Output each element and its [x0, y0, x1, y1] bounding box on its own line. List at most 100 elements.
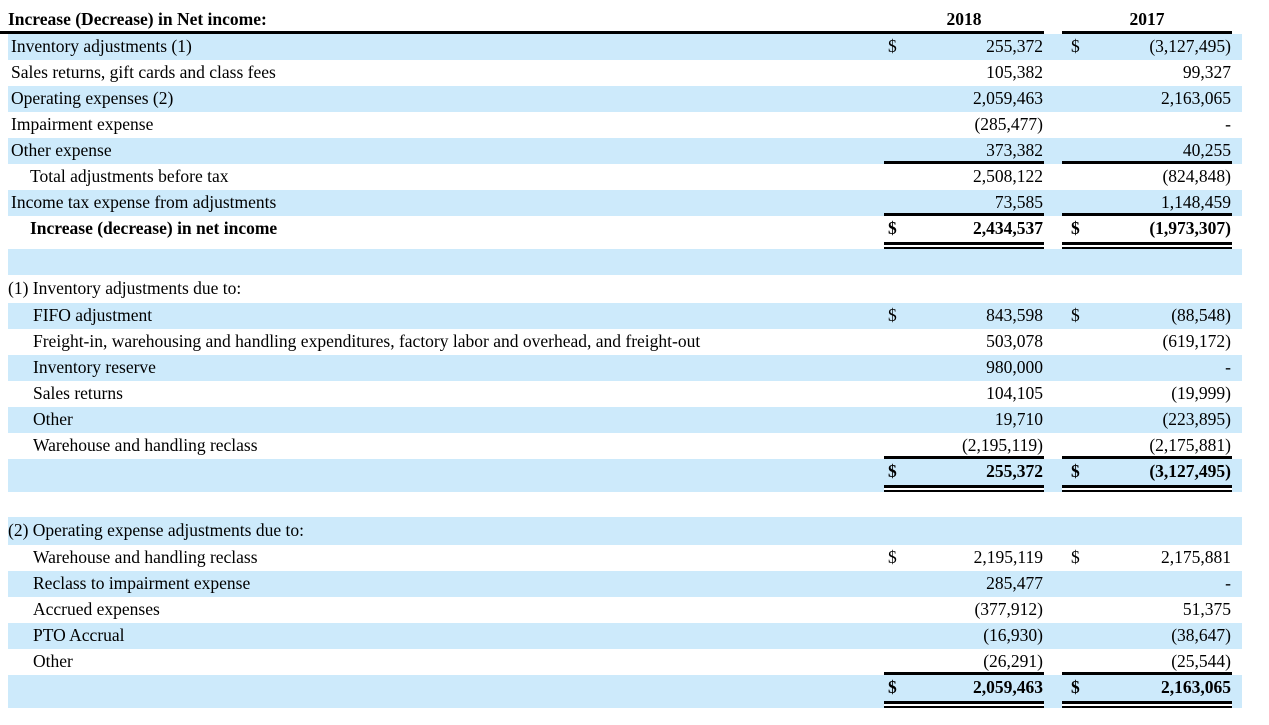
row-label: Income tax expense from adjustments — [8, 190, 884, 216]
dollar-sign-2017 — [1062, 249, 1090, 275]
column-gap — [1044, 492, 1062, 517]
value-2017: 51,375 — [1182, 599, 1231, 620]
column-gap — [1044, 407, 1062, 433]
row-pad — [1232, 492, 1242, 517]
dollar-sign-2018 — [884, 597, 912, 623]
row-edge — [0, 597, 8, 623]
dollar-sign-2017 — [1062, 597, 1090, 623]
value-2018: 285,477 — [912, 571, 1044, 597]
row-edge — [0, 649, 8, 675]
dollar-sign-2017: $ — [1062, 675, 1090, 708]
row-edge — [0, 517, 8, 545]
row-pad — [1232, 571, 1242, 597]
row-label: Total adjustments before tax — [30, 166, 229, 187]
row-pad — [1232, 138, 1242, 164]
row-edge — [0, 459, 8, 492]
row-margin — [1242, 407, 1269, 433]
column-gap — [1044, 597, 1062, 623]
row-margin — [1242, 597, 1269, 623]
value-2018: 2,508,122 — [973, 166, 1043, 187]
column-gap — [1044, 545, 1062, 571]
row-pad — [1232, 216, 1242, 249]
dollar-sign-2018 — [884, 86, 912, 112]
value-2017: (223,895) — [1090, 407, 1232, 433]
value-2018: (285,477) — [974, 114, 1043, 135]
row-pad — [1232, 649, 1242, 675]
value-2017: (2,175,881) — [1090, 433, 1232, 459]
row-pad — [1232, 303, 1242, 329]
column-header-2018: 2018 — [884, 0, 1044, 34]
value-2018: 2,195,119 — [973, 547, 1043, 568]
row-edge — [0, 275, 8, 303]
table-row: Impairment expense (285,477) - — [0, 112, 1269, 138]
value-2017 — [1090, 275, 1232, 303]
value-2017: - — [1090, 571, 1232, 597]
value-2017 — [1090, 517, 1232, 545]
value-2018 — [912, 249, 1044, 275]
row-margin — [1242, 649, 1269, 675]
dollar-sign-2017: $ — [1062, 459, 1090, 492]
dollar-sign-2017 — [1062, 623, 1090, 649]
row-label — [8, 675, 884, 708]
value-2018: 104,105 — [986, 383, 1043, 404]
column-gap — [1044, 60, 1062, 86]
row-margin — [1242, 545, 1269, 571]
dollar-sign-2017 — [1062, 138, 1090, 164]
row-edge — [0, 675, 8, 708]
header-row: Increase (Decrease) in Net income: 2018 … — [0, 0, 1269, 34]
table-row: Other 19,710 (223,895) — [0, 407, 1269, 433]
row-margin — [1242, 433, 1269, 459]
row-edge — [0, 164, 8, 190]
row-edge — [0, 216, 8, 249]
row-label — [8, 492, 884, 517]
value-2018: (26,291) — [912, 649, 1044, 675]
dollar-sign-2018: $ — [884, 34, 912, 60]
column-gap — [1044, 675, 1062, 708]
value-2017: 1,148,459 — [1090, 190, 1232, 216]
dollar-sign-2018 — [884, 433, 912, 459]
row-pad — [1232, 545, 1242, 571]
row-margin — [1242, 34, 1269, 60]
row-label: Operating expenses (2) — [8, 86, 884, 112]
row-margin — [1242, 275, 1269, 303]
value-2018: 843,598 — [912, 303, 1044, 329]
row-edge — [0, 303, 8, 329]
dollar-sign-2018 — [884, 381, 912, 407]
table-row: Accrued expenses (377,912) 51,375 — [0, 597, 1269, 623]
value-2018: 2,059,463 — [912, 675, 1044, 708]
row-pad — [1232, 407, 1242, 433]
dollar-sign-2017 — [1062, 275, 1090, 303]
column-gap — [1044, 138, 1062, 164]
row-margin — [1242, 190, 1269, 216]
row-label: Freight-in, warehousing and handling exp… — [33, 331, 701, 352]
row-label: Other — [8, 407, 884, 433]
row-pad — [1232, 381, 1242, 407]
row-edge — [0, 34, 8, 60]
row-edge — [0, 381, 8, 407]
spacer-row — [0, 249, 1269, 275]
row-edge — [0, 112, 8, 138]
value-2018: 373,382 — [912, 138, 1044, 164]
column-gap — [1044, 355, 1062, 381]
dollar-sign-2018 — [884, 164, 912, 190]
row-pad — [1232, 34, 1242, 60]
value-2017: (3,127,495) — [1090, 459, 1232, 492]
row-margin — [1242, 164, 1269, 190]
value-2017: 2,163,065 — [1090, 675, 1232, 708]
dollar-sign-2018 — [884, 517, 912, 545]
row-margin — [1242, 381, 1269, 407]
table-title: Increase (Decrease) in Net income: — [8, 0, 884, 34]
dollar-sign-2017 — [1062, 517, 1090, 545]
dollar-sign-2017 — [1062, 433, 1090, 459]
dollar-sign-2017 — [1062, 381, 1090, 407]
dollar-sign-2017 — [1062, 492, 1090, 517]
row-margin — [1242, 517, 1269, 545]
row-label: PTO Accrual — [8, 623, 884, 649]
row-pad — [1232, 675, 1242, 708]
value-2018 — [912, 275, 1044, 303]
dollar-sign-2017 — [1062, 112, 1090, 138]
column-gap — [1044, 34, 1062, 60]
column-gap — [1044, 459, 1062, 492]
row-label: Accrued expenses — [33, 599, 160, 620]
row-margin — [1242, 492, 1269, 517]
